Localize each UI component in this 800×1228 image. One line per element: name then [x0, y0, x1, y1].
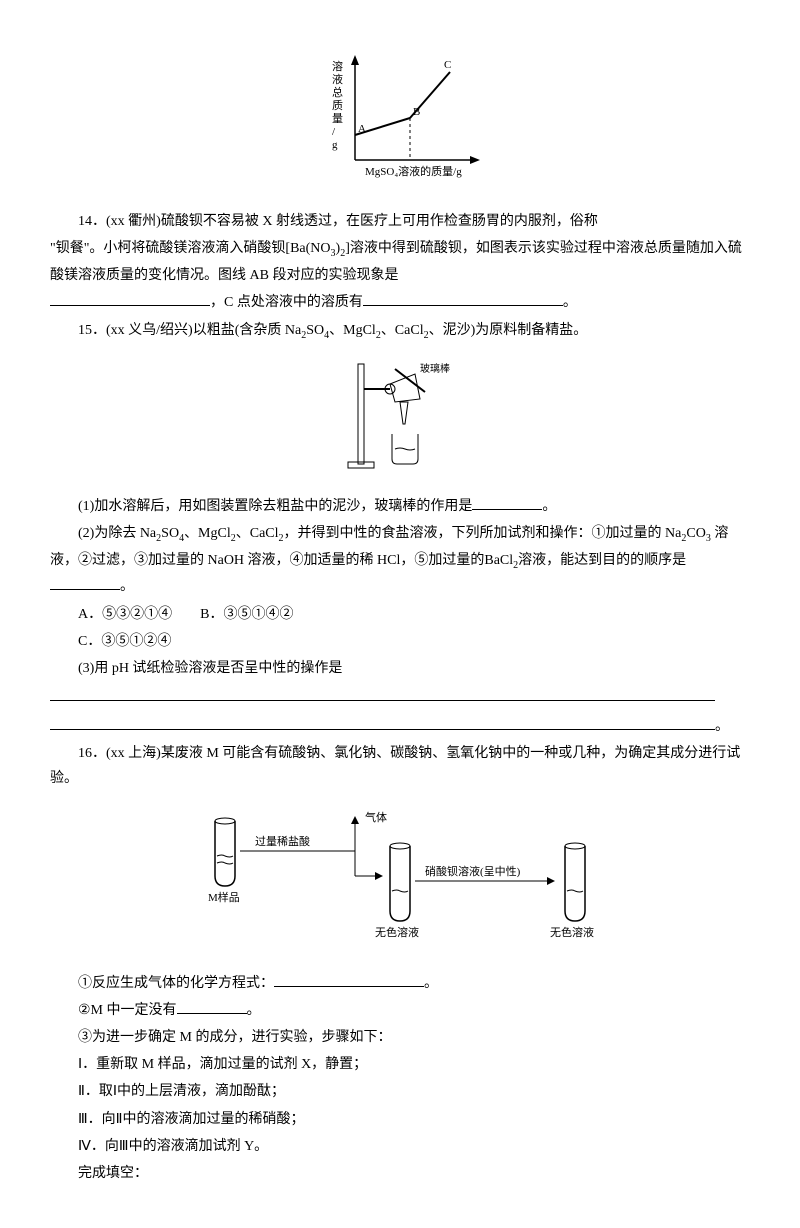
- q15-src: (xx 义乌/绍兴): [106, 323, 193, 338]
- q14-t2: "钡餐"。小柯将硫酸镁溶液滴入硝酸钡[Ba(NO: [50, 241, 331, 256]
- q15-opts: A．⑤③②①④ B．③⑤①④②: [50, 602, 750, 627]
- q14-t3: ，C 点处溶液中的溶质有: [210, 295, 363, 310]
- q15-p1: (1)加水溶解后，用如图装置除去粗盐中的泥沙，玻璃棒的作用是 。: [50, 494, 750, 519]
- q16-s1: Ⅰ．重新取 M 样品，滴加过量的试剂 X，静置；: [50, 1052, 750, 1077]
- t: Ⅳ．向Ⅲ中的溶液滴加试剂 Y。: [78, 1139, 268, 1154]
- blank-line: [50, 683, 750, 710]
- label: 硝酸钡溶液(呈中性): [425, 864, 521, 878]
- curve: [355, 72, 450, 160]
- yl3: 质: [332, 99, 343, 112]
- q16-p3: ③为进一步确定 M 的成分，进行实验，步骤如下：: [50, 1025, 750, 1050]
- t: 。: [542, 499, 556, 514]
- q15-num: 15．: [78, 323, 106, 338]
- filter-apparatus: 玻璃棒: [50, 354, 750, 483]
- yl0: 溶: [332, 59, 343, 73]
- t: Ⅱ．取Ⅰ中的上层清液，滴加酚酞；: [78, 1084, 285, 1099]
- q16-s4: Ⅳ．向Ⅲ中的溶液滴加试剂 Y。: [50, 1134, 750, 1159]
- tube3: 无色溶液: [550, 843, 594, 939]
- q16-num: 16．: [78, 746, 106, 761]
- option-b[interactable]: B．③⑤①④②: [200, 607, 293, 622]
- blank-line2: 。: [50, 712, 750, 739]
- chart-svg: A B C 溶 液 总 质 量 / g MgSO₄溶液的质量/g: [310, 50, 490, 190]
- t: ③为进一步确定 M 的成分，进行实验，步骤如下：: [78, 1030, 391, 1045]
- flow-diagram: M样品 过量稀盐酸 气体 无色溶液 硝酸钡溶液(呈中性) 无色溶液: [50, 801, 750, 960]
- q15-p2: (2)为除去 Na2SO4、MgCl2、CaCl2，并得到中性的食盐溶液，下列所…: [50, 521, 750, 600]
- q16-p2: ②M 中一定没有 。: [50, 998, 750, 1023]
- blank[interactable]: [363, 305, 563, 306]
- blank[interactable]: [50, 683, 715, 701]
- t: 、CaCl: [381, 323, 424, 338]
- t: 完成填空：: [78, 1166, 148, 1181]
- t: SO: [161, 526, 179, 541]
- label: 无色溶液: [550, 925, 594, 939]
- t: 。: [424, 976, 438, 991]
- q15-p3: (3)用 pH 试纸检验溶液是否呈中性的操作是: [50, 656, 750, 681]
- q14-blank: ，C 点处溶液中的溶质有 。: [50, 290, 750, 315]
- flow-svg: M样品 过量稀盐酸 气体 无色溶液 硝酸钡溶液(呈中性) 无色溶液: [180, 801, 620, 951]
- t: 、CaCl: [236, 526, 279, 541]
- apparatus-svg: 玻璃棒: [340, 354, 460, 474]
- label: M样品: [208, 890, 240, 904]
- yl1: 液: [332, 72, 343, 86]
- t: Ⅲ．向Ⅱ中的溶液滴加过量的稀硝酸；: [78, 1112, 305, 1127]
- q14-t4: 。: [563, 295, 577, 310]
- tube1: M样品: [208, 818, 240, 904]
- q16-fill: 完成填空：: [50, 1161, 750, 1186]
- yl2: 总: [332, 85, 343, 99]
- chart-fig1: A B C 溶 液 总 质 量 / g MgSO₄溶液的质量/g: [50, 50, 750, 199]
- t: 。: [120, 579, 134, 594]
- xlabel: MgSO₄溶液的质量/g: [365, 164, 462, 178]
- q16-s2: Ⅱ．取Ⅰ中的上层清液，滴加酚酞；: [50, 1079, 750, 1104]
- t: 以粗盐(含杂质 Na: [193, 323, 302, 338]
- q14-t1: 硫酸钡不容易被 X 射线透过，在医疗上可用作检查肠胃的内服剂，俗称: [161, 214, 598, 229]
- t: (3)用 pH 试纸检验溶液是否呈中性的操作是: [78, 661, 342, 676]
- q16-s3: Ⅲ．向Ⅱ中的溶液滴加过量的稀硝酸；: [50, 1107, 750, 1132]
- t: 、MgCl: [329, 323, 376, 338]
- blank[interactable]: [177, 1013, 247, 1014]
- q16: 16．(xx 上海)某废液 M 可能含有硫酸钠、氯化钠、碳酸钠、氢氧化钠中的一种…: [50, 741, 750, 791]
- label: 气体: [365, 810, 387, 824]
- blank[interactable]: [50, 305, 210, 306]
- q15-optc: C．③⑤①②④: [50, 629, 750, 654]
- blank[interactable]: [50, 589, 120, 590]
- t: ，并得到中性的食盐溶液，下列所加试剂和操作：①加过量的 Na: [284, 526, 682, 541]
- blank[interactable]: [50, 712, 715, 730]
- t: CO: [686, 526, 705, 541]
- q14-line2: "钡餐"。小柯将硫酸镁溶液滴入硝酸钡[Ba(NO3)2]溶液中得到硫酸钡，如图表…: [50, 236, 750, 288]
- yl5: /: [332, 126, 336, 138]
- t: 溶液，能达到目的的顺序是: [518, 553, 686, 568]
- t: Ⅰ．重新取 M 样品，滴加过量的试剂 X，静置；: [78, 1057, 367, 1072]
- option-c[interactable]: C．③⑤①②④: [78, 634, 171, 649]
- t: (2)为除去 Na: [78, 526, 156, 541]
- q15: 15．(xx 义乌/绍兴)以粗盐(含杂质 Na2SO4、MgCl2、CaCl2、…: [50, 318, 750, 345]
- q14-src: (xx 衢州): [106, 214, 161, 229]
- blank[interactable]: [472, 509, 542, 510]
- glass-rod-label: 玻璃棒: [420, 362, 450, 375]
- t: 。: [247, 1003, 261, 1018]
- t: SO: [306, 323, 324, 338]
- t: 、泥沙)为原料制备精盐。: [429, 323, 588, 338]
- point-a: A: [358, 123, 366, 135]
- option-a[interactable]: A．⑤③②①④: [78, 607, 172, 622]
- label: 过量稀盐酸: [255, 834, 310, 848]
- tube2: 无色溶液: [375, 843, 419, 939]
- q16-p1: ①反应生成气体的化学方程式： 。: [50, 971, 750, 996]
- label: 无色溶液: [375, 925, 419, 939]
- t: ②M 中一定没有: [78, 1003, 177, 1018]
- yl6: g: [332, 139, 338, 151]
- t: 、MgCl: [184, 526, 231, 541]
- point-b: B: [413, 106, 420, 118]
- t: ①反应生成气体的化学方程式：: [78, 976, 274, 991]
- blank[interactable]: [274, 986, 424, 987]
- q14-num: 14．: [78, 214, 106, 229]
- t: (1)加水溶解后，用如图装置除去粗盐中的泥沙，玻璃棒的作用是: [78, 499, 472, 514]
- yl4: 量: [332, 112, 343, 125]
- t: 。: [715, 719, 729, 734]
- q16-src: (xx 上海): [106, 746, 161, 761]
- q14: 14．(xx 衢州)硫酸钡不容易被 X 射线透过，在医疗上可用作检查肠胃的内服剂…: [50, 209, 750, 234]
- point-c: C: [444, 59, 451, 71]
